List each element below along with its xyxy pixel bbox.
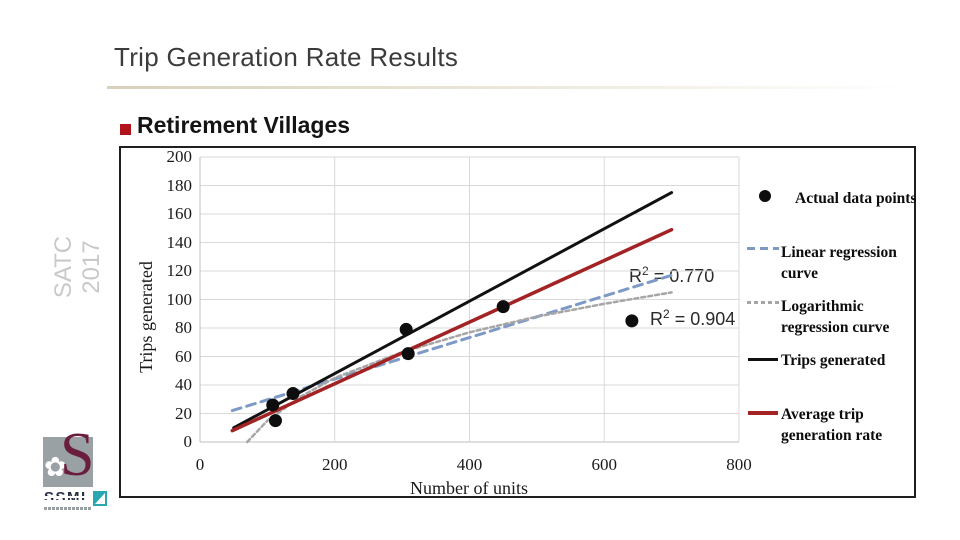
y-tick-label: 80 (175, 318, 192, 337)
scatter-point (401, 347, 415, 361)
scatter-point (399, 322, 413, 336)
logo-letter: S (60, 421, 95, 489)
y-tick-label: 140 (166, 232, 193, 252)
y-tick-label: 120 (166, 261, 193, 280)
title-divider (107, 86, 905, 89)
scatter-point (266, 398, 280, 412)
logo-tagline-bar (44, 507, 92, 510)
r2-annotation-logarithmic: R2 = 0.904 (650, 307, 736, 329)
logo-square (43, 437, 93, 487)
scatter-point (496, 300, 510, 314)
scatter-dot-icon (759, 190, 771, 202)
x-axis-title: Number of units (410, 478, 528, 498)
dotted-line-icon (747, 301, 779, 304)
logo-stripe (44, 496, 91, 498)
y-tick-label: 20 (175, 403, 192, 423)
legend-trips-generated: Trips generated (781, 352, 886, 369)
logo-brand: SSML (44, 489, 92, 506)
y-tick-label: 0 (183, 432, 193, 451)
series-line-logarithmic-regression-curve (245, 291, 673, 444)
x-tick-label: 0 (195, 455, 205, 474)
bullet-square-icon (120, 124, 131, 135)
solid-black-line-icon (748, 358, 778, 361)
x-tick-label: 800 (726, 455, 752, 474)
chart-frame: R2 = 0.770 R2 = 0.904 Trips generated Nu… (119, 146, 916, 498)
legend-logarithmic-regression: Logarithmic regression curve (781, 298, 890, 336)
series-line-trips-generated (232, 191, 674, 430)
series-line-average-trip-generation-rate (230, 227, 674, 433)
y-tick-label: 100 (166, 289, 193, 309)
y-tick-label: 40 (175, 375, 192, 394)
x-tick-label: 400 (456, 455, 483, 474)
logo-stripe (44, 500, 91, 502)
legend-actual-data-points: Actual data points (795, 190, 917, 207)
section-heading: Retirement Villages (137, 112, 351, 138)
x-tick-label: 600 (591, 455, 618, 474)
y-tick-label: 60 (175, 346, 192, 366)
dashed-line-icon (747, 247, 779, 250)
logo-leaf-icon: ✿ (44, 452, 67, 482)
scatter-point (625, 314, 639, 328)
chart-canvas (199, 156, 740, 444)
page-title: Trip Generation Rate Results (114, 42, 459, 72)
logo-arrow-icon (93, 491, 107, 506)
y-tick-label: 160 (166, 204, 193, 223)
y-tick-label: 180 (166, 175, 193, 195)
scatter-point (286, 387, 300, 401)
x-tick-label: 200 (322, 455, 348, 474)
solid-red-line-icon (748, 411, 778, 415)
scatter-point (268, 414, 282, 428)
legend-linear-regression: Linear regression curve (781, 244, 897, 282)
watermark-satc: SATC 2017 (50, 235, 105, 299)
legend-average-trip-rate: Average trip generation rate (781, 406, 883, 444)
y-tick-label: 200 (166, 147, 193, 166)
